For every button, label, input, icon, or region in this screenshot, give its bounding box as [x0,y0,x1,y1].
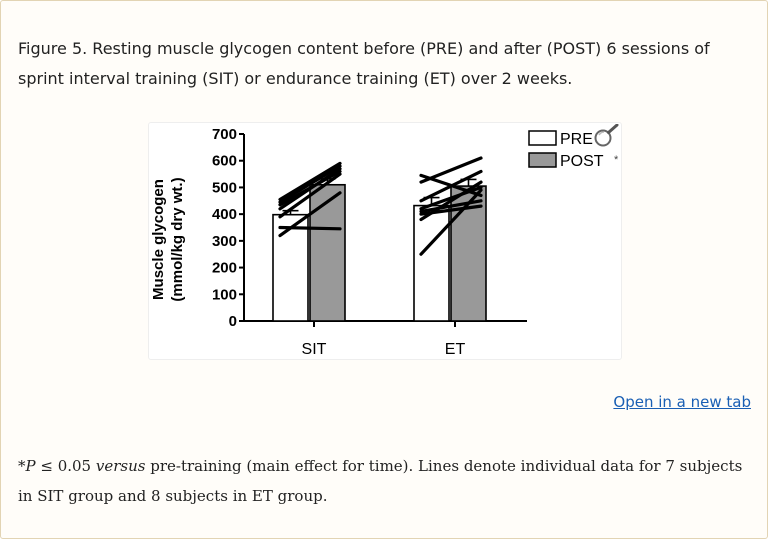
glycogen-bar-chart: 0 100 200 300 400 500 600 700 Muscle glycogen (mm… [150,126,619,358]
chart-figure[interactable]: 0 100 200 300 400 500 600 700 Muscle glycogen (mm… [148,122,622,360]
figure-caption: Figure 5. Resting muscle glycogen conten… [18,39,710,88]
footnote-text: pre-training (main effect for time). Lin… [18,457,743,505]
y-tick-label: 200 [212,260,237,277]
y-tick-label: 300 [212,233,237,250]
legend-swatch-pre [528,130,557,146]
x-tick-label-sit: SIT [302,341,327,358]
x-tick-label-et: ET [445,341,466,358]
y-tick-label: 100 [212,286,237,303]
y-tick-label: 500 [212,179,237,196]
y-axis-units: (mmol/kg dry wt.) [169,177,186,301]
subject-line-et [419,188,483,256]
bar-pre-sit [272,213,309,322]
legend-label-post: POST [560,153,604,170]
subject-line-sit [278,225,342,231]
footnote-versus: versus [95,457,146,475]
legend-significance-marker: * [614,154,619,166]
figure-footnote: *P ≤ 0.05 versus pre-training (main effe… [18,451,758,511]
y-tick-label: 700 [212,126,237,143]
subject-line-et [419,173,483,198]
open-in-new-tab-link[interactable]: Open in a new tab [613,393,751,411]
y-tick-label: 400 [212,206,237,223]
magnifier-icon[interactable] [591,124,621,154]
subject-line-et [419,199,483,214]
footnote-threshold: ≤ 0.05 [35,457,96,475]
subject-line-sit [278,172,342,219]
bar-pre-et [413,204,450,322]
bar-post-sit [309,183,346,322]
subject-line-sit [278,161,342,202]
subject-line-sit [278,164,342,204]
footnote-marker: * [18,457,26,475]
legend-swatch-post [528,152,557,168]
subject-line-sit [278,169,342,207]
y-axis-label: Muscle glycogen [150,179,167,300]
subject-line-et [419,204,483,216]
footnote-p-symbol: P [25,457,36,475]
y-tick-label: 0 [229,313,237,330]
legend-label-pre: PRE [560,131,593,148]
y-tick-label: 600 [212,153,237,170]
